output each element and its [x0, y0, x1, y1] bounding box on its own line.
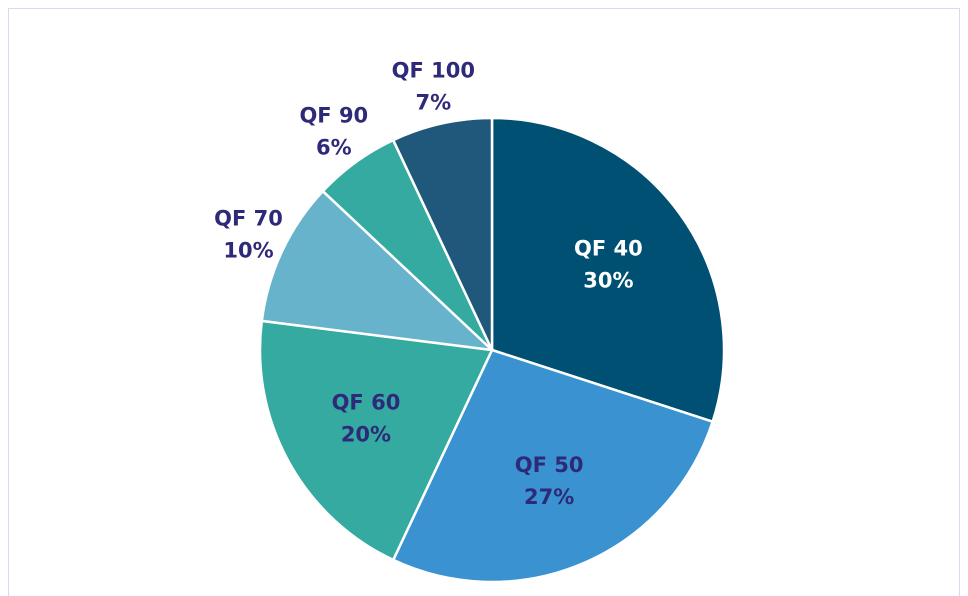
slice-value-label: 27% — [524, 485, 574, 509]
slice-category-label: QF 100 — [392, 58, 475, 82]
pie-slice — [260, 189, 496, 352]
slice-value-label: 10% — [223, 238, 273, 262]
slice-value-label: 30% — [583, 268, 633, 292]
pie-slice — [258, 319, 494, 562]
slice-value-label: 20% — [341, 422, 391, 446]
slice-category-label: QF 90 — [299, 103, 368, 127]
pie-slice — [391, 116, 494, 351]
slice-value-label: 6% — [316, 135, 352, 159]
chart-frame — [8, 8, 960, 596]
slice-category-label: QF 40 — [574, 236, 643, 260]
slice-category-label: QF 70 — [214, 206, 283, 230]
pie-slice — [490, 116, 726, 424]
slice-category-label: QF 60 — [332, 390, 401, 414]
slice-category-label: QF 50 — [515, 453, 584, 477]
pie-slice — [391, 348, 715, 584]
slice-value-label: 7% — [415, 90, 451, 114]
